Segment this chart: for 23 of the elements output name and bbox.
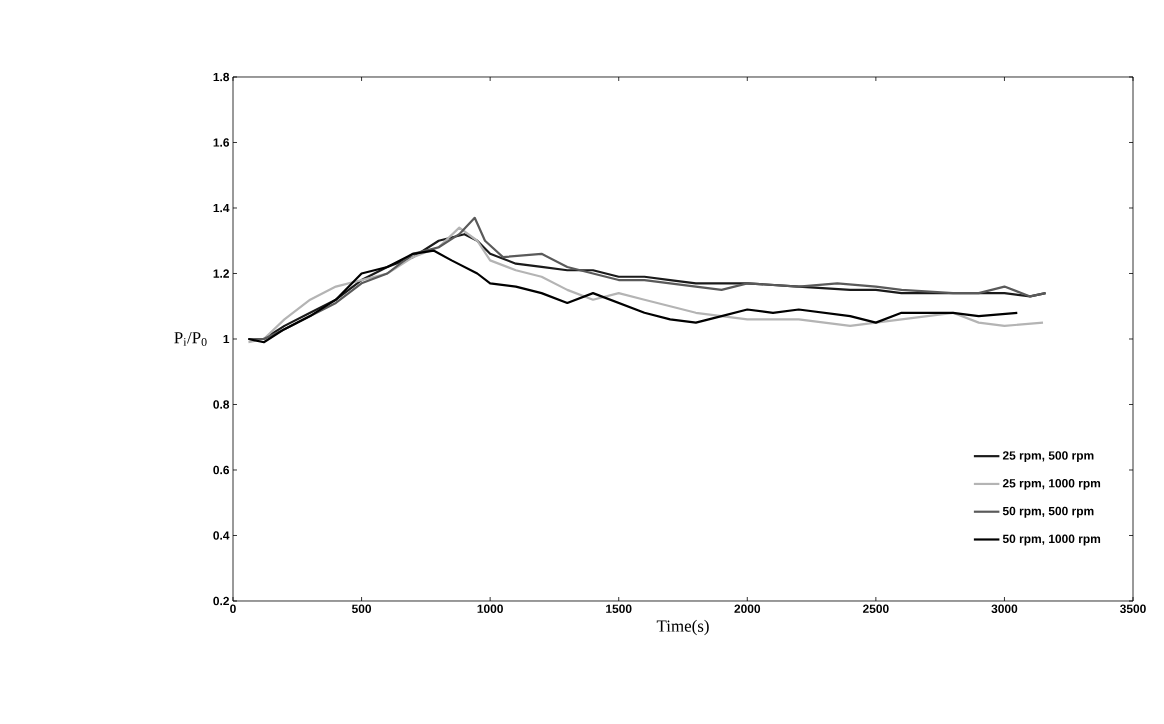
y-tick-label: 0.8 bbox=[213, 400, 230, 409]
x-tick-label: 500 bbox=[351, 604, 372, 613]
x-tick-label: 1000 bbox=[477, 604, 503, 613]
legend-label: 25 rpm, 500 rpm bbox=[1002, 451, 1094, 463]
x-axis-title: Time(s) bbox=[656, 619, 709, 636]
y-tick-label: 1.8 bbox=[213, 72, 230, 82]
legend-label: 25 rpm, 1000 rpm bbox=[1002, 479, 1101, 490]
legend-label: 50 rpm, 500 rpm bbox=[1002, 506, 1094, 518]
y-tick-label: 1.2 bbox=[213, 269, 229, 278]
x-tick-label: 2000 bbox=[734, 604, 761, 613]
x-tick-label: 1500 bbox=[606, 604, 632, 613]
y-tick-label: 1.6 bbox=[213, 138, 230, 147]
y-tick-label: 0.4 bbox=[213, 531, 230, 540]
y-tick-label: 0.6 bbox=[213, 465, 230, 475]
y-tick-label: 0.2 bbox=[213, 596, 229, 606]
y-tick-label: 1.4 bbox=[213, 203, 230, 213]
y-axis-title: P$_{i}$/P$_{0}$ bbox=[174, 332, 207, 346]
legend-label: 50 rpm, 1000 rpm bbox=[1002, 534, 1101, 546]
y-tick-label: 1 bbox=[223, 334, 230, 344]
x-tick-label: 0 bbox=[230, 604, 236, 613]
x-tick-label: 3500 bbox=[1119, 604, 1146, 614]
x-tick-label: 2500 bbox=[862, 604, 889, 613]
x-tick-label: 3000 bbox=[991, 604, 1018, 614]
